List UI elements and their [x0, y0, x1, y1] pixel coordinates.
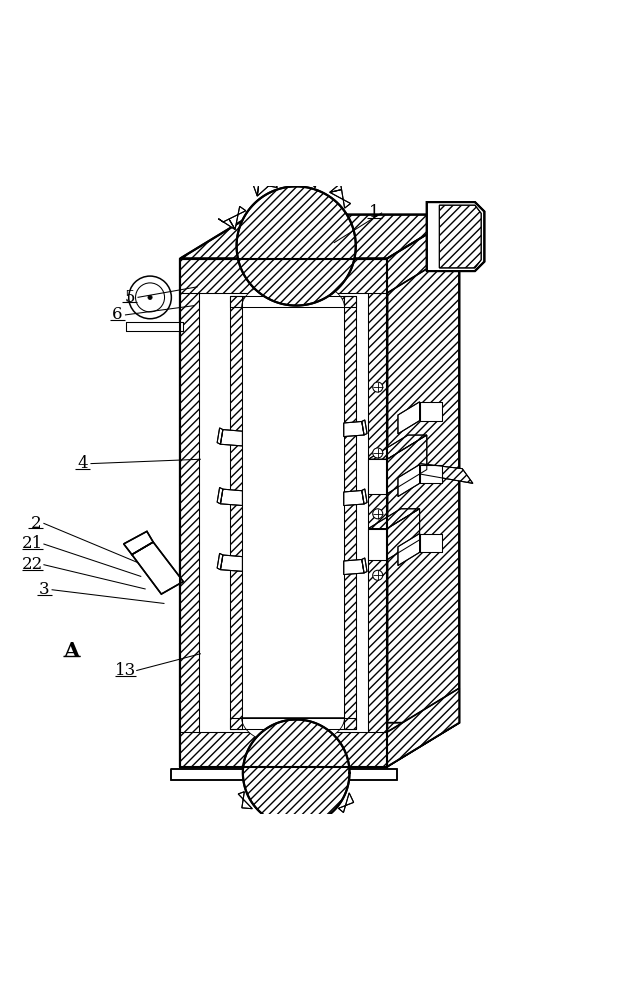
- Polygon shape: [345, 296, 356, 729]
- Polygon shape: [217, 428, 223, 444]
- Polygon shape: [294, 164, 302, 183]
- Polygon shape: [311, 820, 328, 832]
- Polygon shape: [420, 464, 473, 483]
- Polygon shape: [229, 206, 246, 230]
- Polygon shape: [362, 420, 367, 435]
- Polygon shape: [369, 459, 387, 494]
- Polygon shape: [123, 531, 153, 555]
- Polygon shape: [294, 174, 318, 188]
- Circle shape: [373, 509, 383, 519]
- Text: 22: 22: [22, 556, 43, 573]
- Polygon shape: [369, 259, 387, 767]
- Polygon shape: [427, 202, 484, 271]
- Polygon shape: [344, 490, 364, 506]
- Polygon shape: [398, 465, 420, 497]
- Polygon shape: [180, 259, 199, 767]
- Polygon shape: [220, 489, 243, 505]
- Polygon shape: [231, 296, 242, 729]
- Polygon shape: [387, 688, 459, 767]
- Polygon shape: [231, 296, 356, 307]
- Polygon shape: [242, 279, 345, 307]
- Circle shape: [135, 283, 164, 312]
- Polygon shape: [398, 534, 420, 566]
- Text: 1: 1: [369, 204, 380, 221]
- Text: A: A: [64, 641, 80, 661]
- Polygon shape: [439, 205, 481, 268]
- Polygon shape: [237, 186, 356, 306]
- Polygon shape: [180, 732, 387, 767]
- Polygon shape: [217, 553, 223, 570]
- Polygon shape: [243, 720, 350, 826]
- Polygon shape: [362, 558, 367, 573]
- Polygon shape: [369, 435, 427, 459]
- Text: 5: 5: [125, 289, 135, 306]
- Polygon shape: [420, 534, 442, 552]
- Polygon shape: [369, 509, 420, 529]
- Polygon shape: [257, 180, 277, 196]
- Polygon shape: [180, 259, 387, 293]
- Polygon shape: [242, 718, 345, 746]
- Polygon shape: [387, 435, 427, 494]
- Circle shape: [129, 276, 171, 319]
- Polygon shape: [344, 421, 364, 437]
- Polygon shape: [369, 529, 387, 560]
- Circle shape: [373, 448, 383, 458]
- Text: 2: 2: [31, 515, 41, 532]
- Polygon shape: [329, 180, 345, 192]
- Polygon shape: [387, 215, 459, 767]
- Polygon shape: [362, 489, 367, 504]
- Polygon shape: [329, 190, 350, 208]
- Text: 6: 6: [112, 306, 123, 323]
- Text: 13: 13: [115, 662, 136, 679]
- Polygon shape: [217, 488, 223, 504]
- Polygon shape: [180, 259, 387, 767]
- Polygon shape: [338, 793, 353, 813]
- Polygon shape: [242, 307, 345, 718]
- Polygon shape: [420, 402, 442, 421]
- Polygon shape: [420, 465, 442, 483]
- Polygon shape: [238, 792, 252, 809]
- Polygon shape: [398, 402, 420, 434]
- Polygon shape: [132, 542, 183, 594]
- Polygon shape: [125, 322, 183, 331]
- Polygon shape: [387, 509, 420, 560]
- Circle shape: [373, 570, 383, 580]
- Polygon shape: [220, 430, 243, 446]
- Polygon shape: [219, 219, 235, 230]
- Polygon shape: [265, 821, 285, 835]
- Polygon shape: [180, 215, 459, 259]
- Polygon shape: [180, 723, 459, 767]
- Text: 3: 3: [38, 581, 49, 598]
- Polygon shape: [231, 718, 356, 729]
- Polygon shape: [387, 215, 459, 293]
- Circle shape: [148, 295, 152, 300]
- Polygon shape: [220, 555, 243, 571]
- Polygon shape: [171, 769, 396, 780]
- Text: 4: 4: [77, 455, 88, 472]
- Polygon shape: [344, 559, 364, 575]
- Text: 21: 21: [22, 535, 43, 552]
- Polygon shape: [251, 177, 259, 196]
- Circle shape: [373, 382, 383, 392]
